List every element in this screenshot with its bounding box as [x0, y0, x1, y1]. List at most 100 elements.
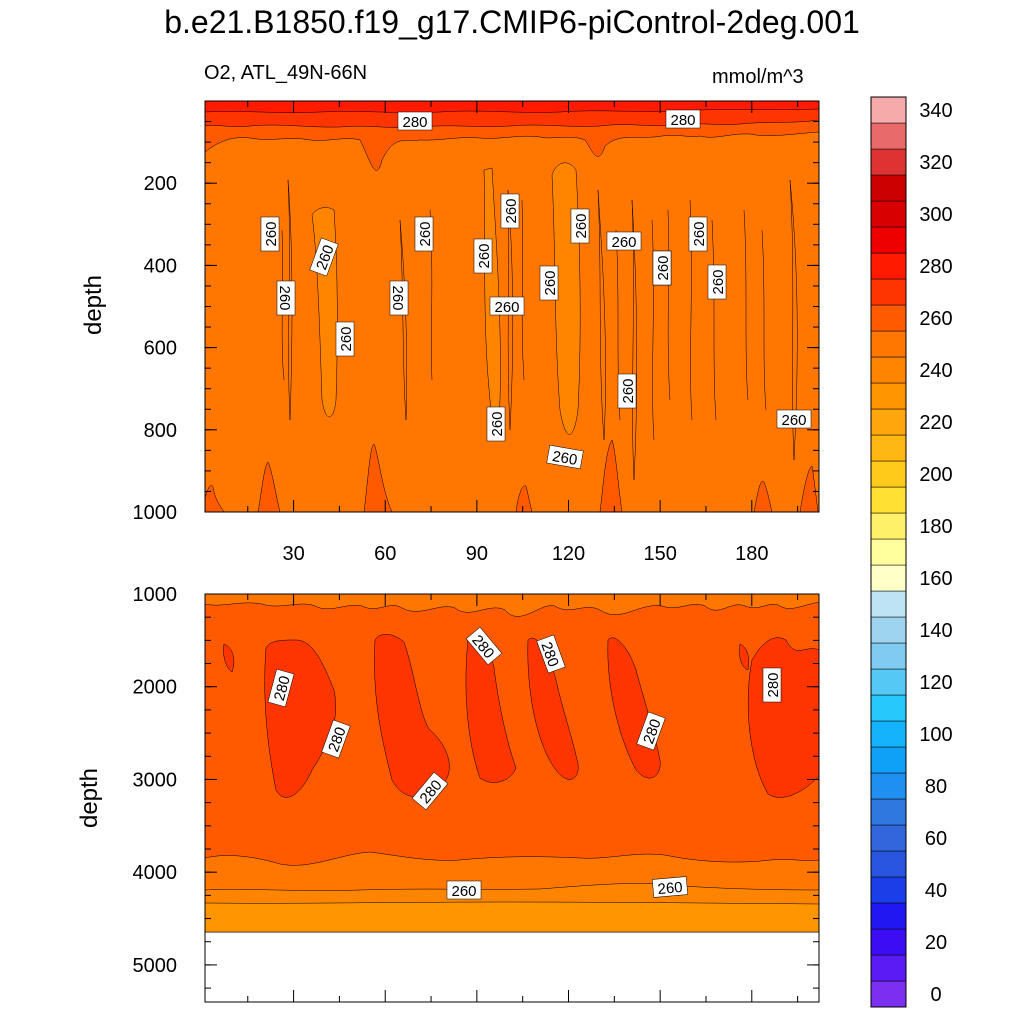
- svg-text:260: 260: [263, 221, 280, 246]
- x-tick-label-60: 60: [374, 543, 396, 565]
- colorbar-box: [870, 486, 907, 514]
- contour-label-upper: 260: [276, 280, 296, 316]
- colorbar-box: [870, 122, 907, 150]
- y-tick-label-upper-400: 400: [144, 255, 177, 277]
- svg-text:260: 260: [710, 269, 727, 294]
- colorbar-label-280: 280: [919, 256, 952, 278]
- colorbar-box: [870, 512, 907, 540]
- colorbar-box: [870, 148, 907, 176]
- contour-label-upper: 260: [570, 208, 590, 244]
- svg-text:260: 260: [338, 326, 355, 351]
- svg-text:260: 260: [542, 270, 559, 295]
- y-tick-label-lower-1000: 1000: [133, 584, 178, 606]
- svg-text:260: 260: [573, 213, 590, 238]
- colorbar-box: [870, 356, 907, 384]
- colorbar-label-20: 20: [925, 932, 947, 954]
- variable-region-label: O2, ATL_49N-66N: [204, 62, 368, 84]
- y-tick-label-upper-200: 200: [144, 173, 177, 195]
- colorbar-box: [870, 720, 907, 748]
- colorbar-label-160: 160: [919, 568, 952, 590]
- svg-text:280: 280: [271, 674, 294, 703]
- colorbar-box: [870, 694, 907, 722]
- upper-panel: [204, 100, 820, 513]
- colorbar-box: [870, 564, 907, 592]
- y-tick-label-lower-2000: 2000: [133, 677, 178, 699]
- colorbar-box: [870, 668, 907, 696]
- contour-label-upper: 260: [539, 265, 559, 301]
- colorbar-box: [870, 434, 907, 462]
- colorbar-box: [870, 408, 907, 436]
- y-tick-label-upper-600: 600: [144, 338, 177, 360]
- svg-text:260: 260: [417, 221, 434, 246]
- contour-label-lower: 280: [267, 668, 295, 708]
- colorbar-box: [870, 304, 907, 332]
- lower-panel: [204, 593, 820, 1003]
- colorbar-box: [870, 928, 907, 956]
- svg-text:260: 260: [781, 412, 806, 429]
- y-tick-label-lower-3000: 3000: [133, 769, 178, 791]
- x-tick-label-150: 150: [643, 543, 676, 565]
- colorbar-label-40: 40: [925, 880, 947, 902]
- svg-text:280: 280: [765, 672, 782, 697]
- colorbar-box: [870, 954, 907, 982]
- svg-text:260: 260: [451, 883, 476, 900]
- contour-label-upper: 260: [260, 216, 280, 252]
- svg-text:260: 260: [657, 879, 683, 898]
- contour-label-upper: 260: [335, 321, 355, 357]
- contour-label-upper: 260: [776, 409, 812, 429]
- colorbar-label-340: 340: [919, 100, 952, 122]
- svg-text:260: 260: [489, 411, 506, 436]
- colorbar-box: [870, 850, 907, 878]
- contour-label-upper: 260: [617, 373, 637, 409]
- colorbar-label-60: 60: [925, 828, 947, 850]
- svg-text:280: 280: [402, 114, 427, 131]
- svg-text:260: 260: [276, 285, 293, 310]
- colorbar-box: [870, 590, 907, 618]
- svg-text:260: 260: [494, 299, 519, 316]
- contour-label-upper: 260: [414, 216, 434, 252]
- colorbar-label-260: 260: [919, 308, 952, 330]
- colorbar-box: [870, 200, 907, 228]
- colorbar-label-0: 0: [930, 984, 941, 1006]
- svg-text:260: 260: [476, 243, 493, 268]
- colorbar-box: [870, 226, 907, 254]
- x-tick-label-180: 180: [735, 543, 768, 565]
- y-tick-label-lower-5000: 5000: [133, 955, 178, 977]
- colorbar-label-180: 180: [919, 516, 952, 538]
- y-tick-label-upper-1000: 1000: [133, 502, 178, 524]
- svg-text:260: 260: [551, 448, 579, 469]
- contour-label-upper: 260: [473, 238, 493, 274]
- colorbar-box: [870, 96, 907, 124]
- svg-text:280: 280: [670, 112, 695, 129]
- x-tick-label-90: 90: [466, 543, 488, 565]
- contour-label-upper: 260: [500, 193, 520, 229]
- colorbar-box: [870, 746, 907, 774]
- colorbar-box: [870, 382, 907, 410]
- contour-label-upper: 280: [665, 109, 701, 129]
- colorbar-box: [870, 798, 907, 826]
- chart-title: b.e21.B1850.f19_g17.CMIP6-piControl-2deg…: [164, 4, 860, 40]
- y-tick-label-lower-4000: 4000: [133, 862, 178, 884]
- contour-label-upper: 260: [546, 444, 584, 470]
- colorbar-box: [870, 902, 907, 930]
- colorbar-box: [870, 980, 907, 1008]
- colorbar-frame: [870, 96, 907, 1008]
- contour-label-upper: 260: [652, 250, 672, 286]
- colorbar-label-120: 120: [919, 672, 952, 694]
- contour-label-upper: 260: [489, 296, 525, 316]
- colorbar-label-200: 200: [919, 464, 952, 486]
- svg-text:260: 260: [691, 221, 708, 246]
- colorbar-box: [870, 278, 907, 306]
- colorbar-box: [870, 642, 907, 670]
- colorbar-box: [870, 252, 907, 280]
- svg-text:260: 260: [655, 255, 672, 280]
- colorbar-label-140: 140: [919, 620, 952, 642]
- colorbar-box: [870, 876, 907, 904]
- svg-text:260: 260: [389, 285, 406, 310]
- contour-label-lower: 260: [652, 876, 688, 898]
- colorbar-box: [870, 824, 907, 852]
- colorbar-box: [870, 460, 907, 488]
- colorbar-box: [870, 616, 907, 644]
- units-label: mmol/m^3: [712, 66, 804, 88]
